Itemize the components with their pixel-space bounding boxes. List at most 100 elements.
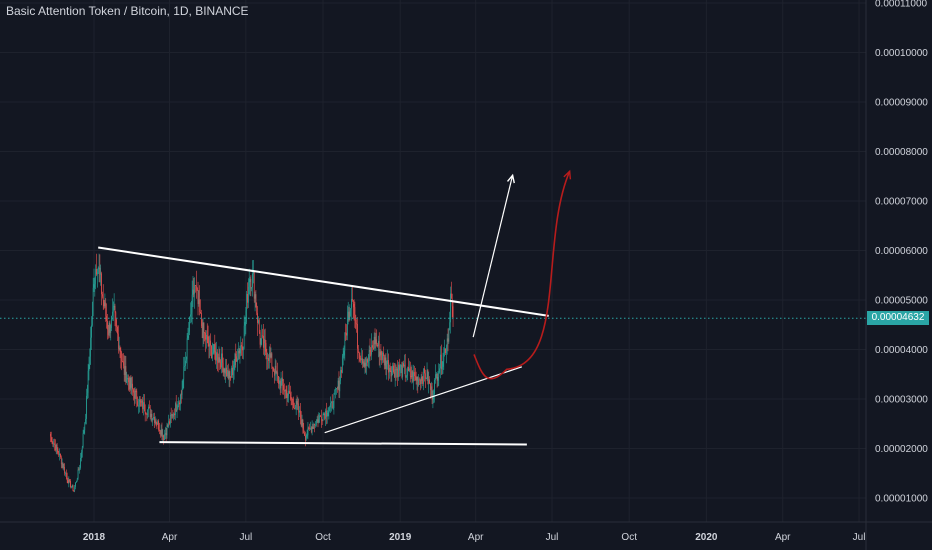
candle: [254, 291, 256, 312]
chart-title: Basic Attention Token / Bitcoin, 1D, BIN…: [6, 4, 249, 18]
candle: [234, 352, 236, 371]
candle: [255, 289, 257, 308]
candle: [98, 253, 100, 283]
candle-body: [427, 370, 429, 384]
candle: [331, 394, 333, 409]
candle: [445, 344, 447, 364]
candle: [353, 299, 355, 321]
candle-body: [386, 364, 388, 369]
candle-body: [385, 357, 387, 369]
candle-body: [251, 287, 253, 289]
candle: [320, 409, 322, 428]
candle: [86, 384, 88, 400]
candle-body: [236, 356, 237, 362]
candle: [326, 402, 327, 425]
candle-body: [205, 332, 206, 340]
candle: [117, 325, 118, 342]
candle: [411, 364, 413, 384]
candle: [101, 271, 102, 306]
candle: [381, 350, 383, 365]
candle: [338, 371, 340, 398]
candle: [275, 360, 277, 375]
candle-body: [73, 490, 75, 492]
candle-body: [112, 307, 114, 312]
candle: [140, 399, 142, 407]
candle: [180, 393, 181, 411]
candle: [228, 370, 230, 387]
candle-body: [367, 359, 368, 363]
candle: [274, 368, 275, 384]
candle-body: [395, 369, 397, 371]
candle-body: [104, 302, 106, 307]
candle-body: [264, 338, 266, 344]
candle: [72, 484, 74, 492]
candle-body: [60, 457, 62, 465]
candle-body: [227, 370, 229, 379]
candle: [279, 378, 281, 396]
candle-body: [336, 388, 338, 389]
candle: [301, 414, 303, 428]
candle-body: [271, 353, 273, 368]
candle: [76, 480, 77, 483]
candle: [202, 317, 204, 347]
candle-body: [50, 436, 52, 438]
candle: [242, 346, 244, 360]
candle: [438, 363, 440, 386]
candle: [334, 389, 336, 395]
candle-body: [423, 368, 425, 384]
candle-body: [138, 405, 139, 407]
candle: [78, 467, 80, 471]
candle: [435, 364, 436, 384]
candle-body: [362, 358, 363, 364]
candle-body: [201, 325, 203, 339]
candle: [198, 289, 200, 307]
candle-body: [397, 368, 399, 378]
candle: [179, 400, 180, 411]
candle-body: [65, 472, 66, 474]
candle: [336, 386, 338, 393]
candle: [93, 268, 95, 292]
candle: [108, 321, 110, 337]
candle-body: [175, 403, 176, 416]
candle-body: [169, 421, 170, 424]
candle: [97, 266, 99, 275]
candle-body: [93, 284, 95, 288]
candle: [74, 484, 76, 493]
candle-body: [435, 373, 437, 375]
candle-body: [102, 296, 104, 301]
candle-body: [306, 435, 308, 437]
candle-body: [78, 469, 80, 471]
candle: [410, 366, 412, 379]
candle-body: [322, 414, 324, 421]
candle: [161, 422, 163, 441]
candle-body: [279, 380, 280, 384]
candle: [281, 377, 283, 386]
candle: [195, 270, 197, 299]
candle: [313, 422, 315, 430]
candle: [386, 360, 388, 380]
candle-body: [241, 344, 242, 347]
projection-curve-arrow: [473, 170, 571, 380]
candle-body: [289, 393, 291, 398]
candle: [253, 270, 255, 303]
candle: [99, 254, 101, 283]
candle: [329, 405, 331, 412]
candle: [424, 365, 425, 382]
candle: [355, 314, 357, 330]
candle: [61, 458, 63, 468]
candle: [190, 302, 191, 324]
candle: [192, 275, 194, 307]
candle-body: [441, 366, 443, 369]
candle-body: [231, 367, 232, 378]
candle-body: [67, 480, 69, 484]
candle-body: [162, 435, 164, 437]
time-tick-label: 2019: [389, 532, 412, 543]
candle-body: [324, 413, 326, 419]
candle-body: [318, 417, 320, 423]
candle-body: [451, 298, 453, 307]
candle: [114, 303, 116, 327]
candle: [291, 397, 293, 406]
candle-body: [419, 380, 421, 384]
